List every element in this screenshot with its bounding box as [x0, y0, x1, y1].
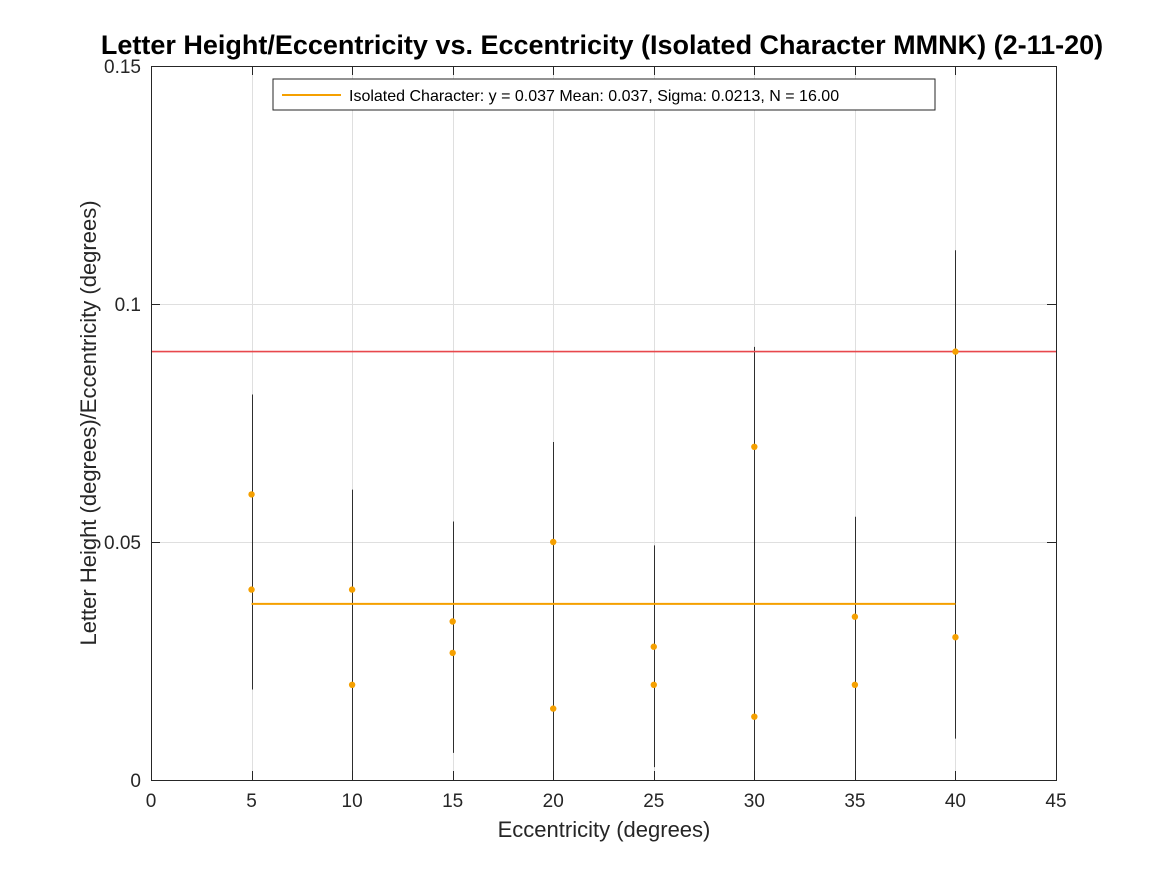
- data-point: [449, 618, 456, 625]
- data-point: [650, 643, 657, 650]
- x-axis-label: Eccentricity (degrees): [498, 817, 711, 842]
- x-tick-label: 30: [744, 791, 765, 812]
- x-tick-labels: 0 5 10 15 20 25 30 35 40 45: [146, 791, 1067, 812]
- axes-box: [151, 66, 1057, 781]
- x-tick-label: 0: [146, 791, 157, 812]
- data-point: [952, 348, 959, 355]
- data-point: [952, 634, 959, 641]
- axis-ticks: [151, 66, 1057, 781]
- data-point: [248, 586, 255, 593]
- x-tick-label: 20: [543, 791, 564, 812]
- data-point: [650, 681, 657, 688]
- data-point: [449, 649, 456, 657]
- x-tick-label: 25: [643, 791, 664, 812]
- data-point: [348, 586, 356, 593]
- data-point: [550, 538, 557, 546]
- legend: Isolated Character: y = 0.037 Mean: 0.03…: [272, 78, 936, 111]
- y-tick-label: 0: [130, 771, 141, 792]
- y-tick-label: 0.05: [104, 533, 141, 554]
- data-point: [550, 705, 557, 712]
- data-point: [851, 613, 859, 620]
- y-tick-label: 0.1: [115, 295, 141, 316]
- chart-title: Letter Height/Eccentricity vs. Eccentric…: [101, 30, 1103, 60]
- x-tick-label: 15: [442, 791, 463, 812]
- x-tick-label: 40: [945, 791, 966, 812]
- data-point: [751, 713, 758, 720]
- plot-area: [151, 66, 1056, 780]
- y-axis-label: Letter Height (degrees)/Eccentricity (de…: [76, 200, 101, 645]
- x-tick-label: 5: [246, 791, 257, 812]
- legend-box: [272, 78, 936, 111]
- data-points: [248, 348, 959, 720]
- x-tick-label: 45: [1045, 791, 1066, 812]
- data-point: [851, 681, 859, 688]
- y-tick-labels: 0 0.05 0.1 0.15: [104, 57, 141, 792]
- data-point: [348, 681, 356, 688]
- y-tick-label: 0.15: [104, 57, 141, 78]
- legend-entry-label: Isolated Character: y = 0.037 Mean: 0.03…: [349, 88, 839, 105]
- error-bars: [252, 250, 956, 780]
- x-tick-label: 10: [342, 791, 363, 812]
- data-point: [751, 443, 758, 450]
- x-tick-label: 35: [844, 791, 865, 812]
- data-point: [248, 491, 255, 498]
